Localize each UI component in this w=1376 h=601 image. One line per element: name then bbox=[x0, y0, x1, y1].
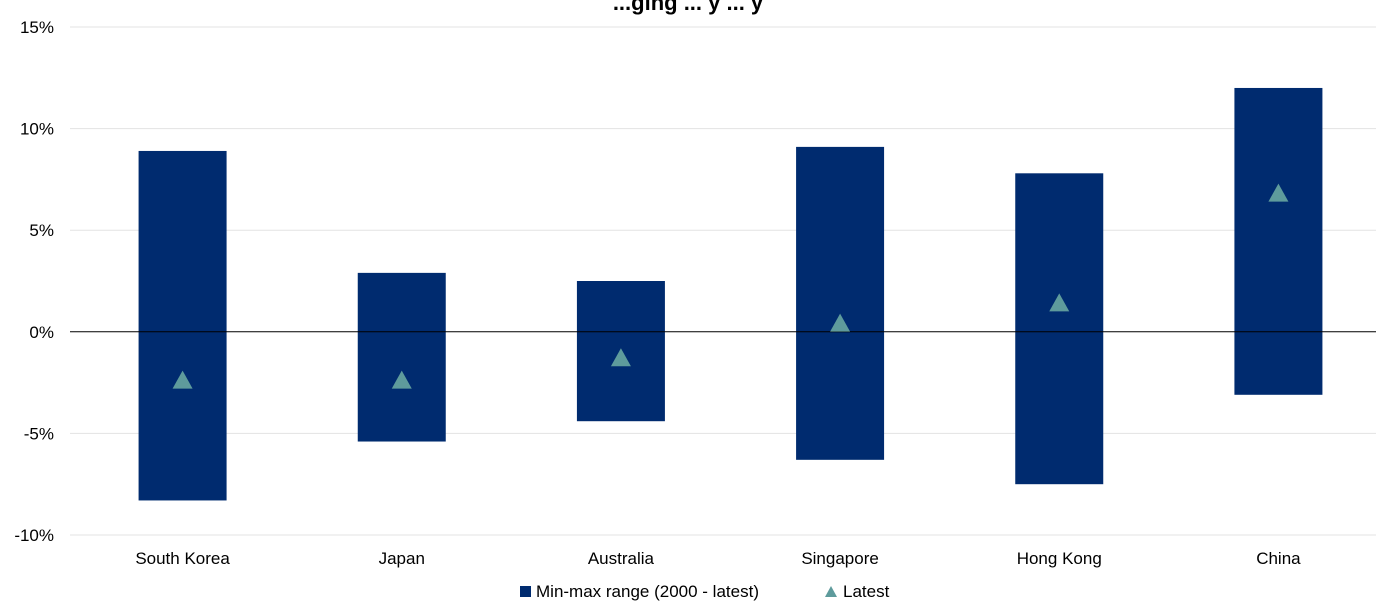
latest-marker bbox=[172, 370, 193, 389]
range-bar bbox=[796, 146, 885, 460]
legend-range-swatch bbox=[520, 586, 531, 597]
x-tick-label: Japan bbox=[379, 549, 425, 568]
range-bar bbox=[1015, 173, 1104, 485]
y-tick-label: 10% bbox=[20, 120, 54, 139]
legend-latest-swatch bbox=[825, 586, 837, 597]
latest-marker bbox=[391, 370, 412, 389]
x-tick-label: China bbox=[1256, 549, 1301, 568]
y-tick-label: 5% bbox=[29, 221, 54, 240]
chart-title: ...ging ... y ... y bbox=[613, 0, 764, 15]
legend-range-label: Min-max range (2000 - latest) bbox=[536, 582, 759, 601]
x-tick-label: Hong Kong bbox=[1017, 549, 1102, 568]
x-tick-label: South Korea bbox=[135, 549, 230, 568]
y-tick-label: 15% bbox=[20, 18, 54, 37]
latest-marker bbox=[830, 313, 851, 332]
range-bars bbox=[138, 87, 1323, 501]
legend-latest-label: Latest bbox=[843, 582, 890, 601]
range-bar bbox=[357, 272, 446, 442]
legend: Min-max range (2000 - latest) Latest bbox=[520, 582, 890, 601]
latest-marker bbox=[610, 348, 631, 367]
x-axis-labels: South Korea Japan Australia Singapore Hong K… bbox=[135, 549, 1301, 568]
latest-marker bbox=[1268, 183, 1289, 202]
x-tick-label: Australia bbox=[588, 549, 655, 568]
grid-lines bbox=[70, 26, 1376, 536]
range-bar bbox=[138, 150, 227, 501]
range-bar bbox=[1234, 87, 1323, 395]
y-axis: 15% 10% 5% 0% -5% -10% bbox=[14, 18, 54, 545]
x-tick-label: Singapore bbox=[801, 549, 879, 568]
latest-markers bbox=[172, 183, 1289, 389]
y-tick-label: -5% bbox=[24, 424, 54, 443]
y-tick-label: -10% bbox=[14, 526, 54, 545]
latest-marker bbox=[1049, 293, 1070, 312]
y-tick-label: 0% bbox=[29, 323, 54, 342]
